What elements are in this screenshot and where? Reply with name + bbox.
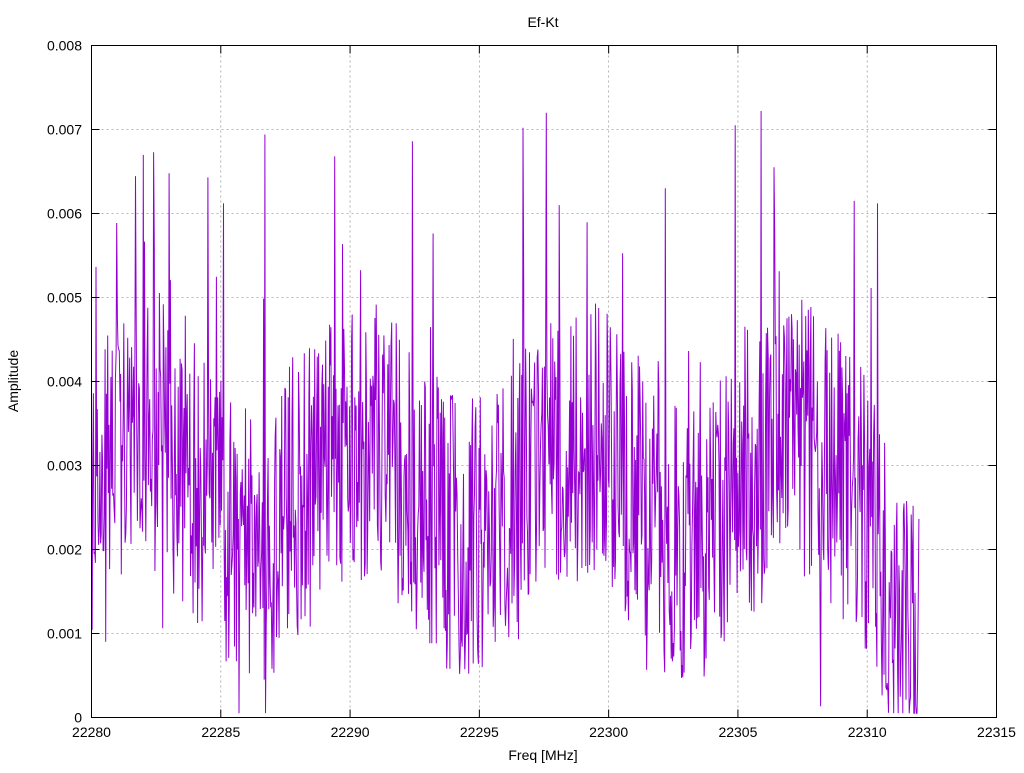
y-tick-label: 0.004 — [47, 374, 82, 390]
y-tick-label: 0 — [74, 710, 82, 726]
chart-title: Ef-Kt — [527, 14, 558, 30]
x-tick-label: 22315 — [977, 724, 1016, 740]
x-tick-label: 22310 — [848, 724, 887, 740]
series-line-ef-kt — [91, 110, 920, 714]
y-tick-label: 0.001 — [47, 626, 82, 642]
y-tick-label: 0.002 — [47, 542, 82, 558]
x-tick-label: 22305 — [718, 724, 757, 740]
x-tick-label: 22285 — [201, 724, 240, 740]
axis-ticks: 22280 22285 22290 22295 22300 22305 22310 22315… — [47, 38, 1016, 741]
x-axis-label: Freq [MHz] — [508, 747, 577, 763]
y-axis-label: Amplitude — [5, 350, 21, 412]
y-tick-label: 0.007 — [47, 122, 82, 138]
x-tick-label: 22280 — [72, 724, 111, 740]
y-tick-label: 0.005 — [47, 290, 82, 306]
y-tick-label: 0.003 — [47, 458, 82, 474]
grid-lines — [91, 45, 997, 718]
y-tick-label: 0.008 — [47, 38, 82, 54]
x-tick-label: 22300 — [589, 724, 628, 740]
x-tick-label: 22295 — [460, 724, 499, 740]
y-tick-label: 0.006 — [47, 206, 82, 222]
x-tick-label: 22290 — [331, 724, 370, 740]
